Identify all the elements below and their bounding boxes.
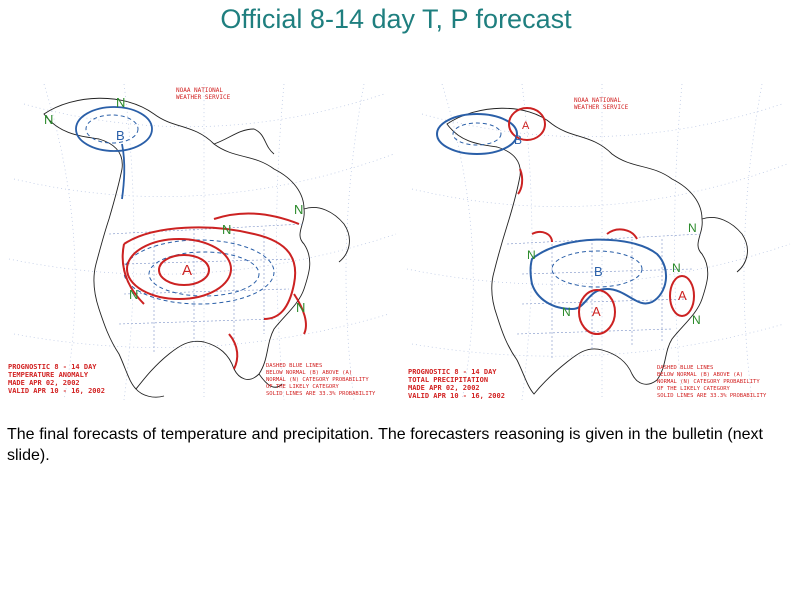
temperature-map-graphic: N N B A N N N N NOAA NATIONAL WEATHER SE… [8, 84, 397, 400]
precip-label-above-ak: A [522, 120, 530, 132]
precipitation-map-graphic: B B A A A N N N N N NOAA NATIONAL WEATHE… [406, 84, 791, 400]
precip-product-line: TOTAL PRECIPITATION [408, 376, 488, 384]
temp-header-line: NOAA NATIONAL [176, 87, 223, 94]
temperature-forecast-map: N N B A N N N N NOAA NATIONAL WEATHER SE… [4, 84, 400, 400]
precip-legend-line: OF THE LIKELY CATEGORY [657, 386, 731, 392]
map-graticule [8, 84, 397, 400]
precip-product-line: PROGNOSTIC 8 - 14 DAY [408, 368, 497, 376]
temp-label-normal-sw: N [129, 287, 138, 302]
precip-legend-line: BELOW NORMAL (B) ABOVE (A) [657, 372, 743, 378]
below-dashed [452, 122, 643, 288]
temp-legend-line: NORMAL (N) CATEGORY PROBABILITY [266, 377, 369, 383]
precip-label-normal-ne: N [688, 221, 697, 235]
precip-header: NOAA NATIONAL WEATHER SERVICE [574, 97, 629, 111]
temp-header-line: WEATHER SERVICE [176, 94, 231, 101]
below-contours [75, 106, 153, 200]
temp-product-line: TEMPERATURE ANOMALY [8, 371, 89, 379]
precip-label-above-south: A [592, 304, 601, 319]
temp-label-normal-east: N [294, 202, 303, 217]
precip-label-below: B [594, 264, 603, 279]
precip-label-above-se: A [678, 288, 687, 303]
map-borders [506, 233, 703, 359]
precip-product-line: VALID APR 10 - 16, 2002 [408, 392, 505, 400]
temp-label-normal-ak: N [116, 95, 125, 110]
precip-legend-line: SOLID LINES ARE 33.3% PROBABILITY [657, 393, 767, 399]
map-graticule [406, 84, 791, 400]
temp-label-below: B [116, 128, 125, 143]
precip-legend: DASHED BLUE LINES BELOW NORMAL (B) ABOVE… [657, 365, 767, 399]
precip-product-label: PROGNOSTIC 8 - 14 DAY TOTAL PRECIPITATIO… [408, 368, 505, 400]
temp-product-line: PROGNOSTIC 8 - 14 DAY [8, 363, 97, 371]
below-contours [436, 113, 667, 311]
precip-label-normal-west: N [527, 248, 536, 262]
above-contours [121, 212, 307, 370]
slide-title: Official 8-14 day T, P forecast [220, 4, 572, 34]
temp-legend: DASHED BLUE LINES BELOW NORMAL (B) ABOVE… [266, 363, 376, 397]
temp-label-above: A [182, 262, 192, 279]
temp-label-normal-north: N [222, 222, 231, 237]
temp-legend-line: OF THE LIKELY CATEGORY [266, 384, 340, 390]
temp-legend-line: DASHED BLUE LINES [266, 363, 322, 369]
below-dashed [85, 114, 275, 305]
temp-label-normal-se: N [296, 300, 305, 315]
precip-header-line: WEATHER SERVICE [574, 104, 629, 111]
precip-legend-line: DASHED BLUE LINES [657, 365, 713, 371]
precip-header-line: NOAA NATIONAL [574, 97, 621, 104]
temp-product-label: PROGNOSTIC 8 - 14 DAY TEMPERATURE ANOMAL… [8, 363, 105, 395]
map-coastlines [446, 107, 748, 395]
precip-label-normal-south: N [562, 305, 571, 319]
precip-label-normal-east: N [672, 261, 681, 275]
above-contours [508, 107, 695, 335]
precip-legend-line: NORMAL (N) CATEGORY PROBABILITY [657, 379, 760, 385]
slide-caption: The final forecasts of temperature and p… [7, 426, 763, 464]
temp-product-line: VALID APR 10 - 16, 2002 [8, 387, 105, 395]
precipitation-forecast-map: B B A A A N N N N N NOAA NATIONAL WEATHE… [402, 84, 792, 400]
temp-legend-line: BELOW NORMAL (B) ABOVE (A) [266, 370, 352, 376]
precip-label-below-ak: B [514, 133, 522, 147]
precip-label-normal-fl: N [692, 313, 701, 327]
map-coastlines [43, 97, 350, 398]
temp-legend-line: SOLID LINES ARE 33.3% PROBABILITY [266, 391, 376, 397]
temp-product-line: MADE APR 02, 2002 [8, 379, 80, 387]
temp-label-normal-west: N [44, 112, 53, 127]
temp-header: NOAA NATIONAL WEATHER SERVICE [176, 87, 231, 101]
precip-product-line: MADE APR 02, 2002 [408, 384, 480, 392]
